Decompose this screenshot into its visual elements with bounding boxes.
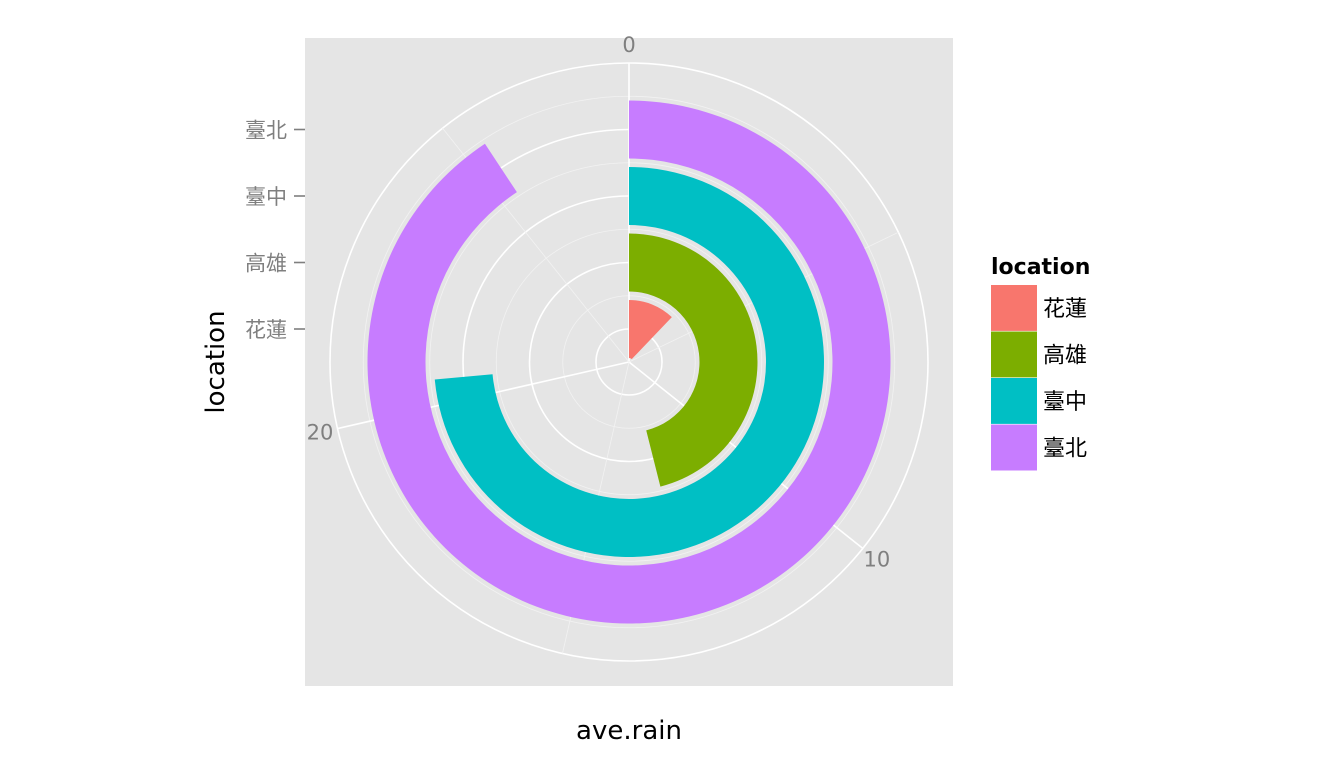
bars <box>367 100 891 624</box>
theta-ticks: 0 10 20 <box>307 33 891 572</box>
theta-tick-label: 20 <box>307 421 334 445</box>
y-axis-title: location <box>201 310 231 413</box>
legend-swatch <box>991 424 1037 471</box>
radial-tick-label: 高雄 <box>245 252 287 276</box>
legend-swatch <box>991 285 1037 331</box>
legend-label: 花蓮 <box>1043 297 1087 322</box>
legend-title: location <box>991 255 1090 280</box>
x-axis-title: ave.rain <box>576 716 682 746</box>
legend-label: 臺中 <box>1043 390 1087 415</box>
bar-花蓮 <box>629 300 672 360</box>
theta-tick-label: 10 <box>863 548 890 572</box>
bar-臺中 <box>434 167 824 557</box>
legend-label: 臺北 <box>1043 437 1087 462</box>
legend-label: 高雄 <box>1043 344 1087 369</box>
bar-高雄 <box>629 233 758 487</box>
radial-tick-label: 臺中 <box>245 185 287 209</box>
radial-tick-label: 花蓮 <box>245 318 287 342</box>
theta-tick-label: 0 <box>622 33 635 57</box>
legend-swatch <box>991 331 1037 378</box>
radial-tick-label: 臺北 <box>245 119 287 143</box>
legend-swatch <box>991 378 1037 424</box>
